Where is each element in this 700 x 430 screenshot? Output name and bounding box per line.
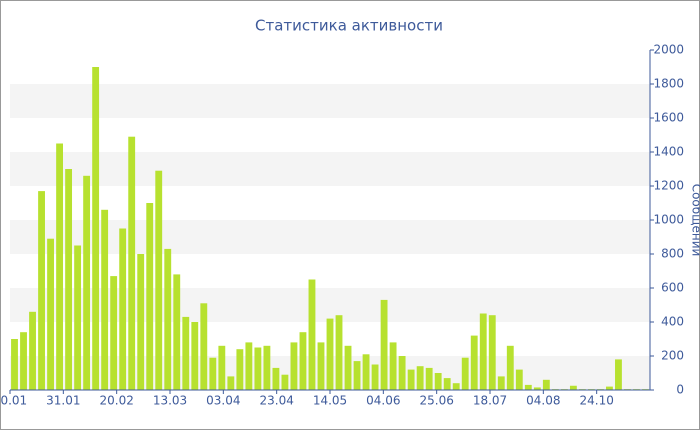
bar	[65, 169, 73, 390]
y-axis-label: Сообщений	[690, 184, 700, 257]
bar	[119, 228, 127, 390]
bar	[542, 379, 550, 390]
bar	[317, 342, 325, 390]
bar	[569, 385, 577, 390]
bar	[533, 387, 541, 390]
bar	[191, 322, 199, 390]
x-tick-label: 31.01	[46, 394, 80, 408]
bar	[497, 376, 505, 390]
y-tick-label: 1800	[653, 77, 684, 91]
bar	[470, 335, 478, 390]
bar	[353, 361, 361, 390]
bar	[200, 303, 208, 390]
x-tick-label: 10.01	[0, 394, 27, 408]
bar	[290, 342, 298, 390]
grid-band	[10, 220, 650, 254]
x-tick-label: 23.04	[259, 394, 293, 408]
y-tick-label: 1400	[653, 145, 684, 159]
bar	[47, 238, 54, 390]
bar	[245, 342, 253, 390]
bar	[407, 369, 415, 390]
bar	[155, 170, 163, 390]
x-tick-label: 03.04	[206, 394, 240, 408]
bar	[461, 357, 469, 390]
y-tick-label: 0	[676, 383, 684, 397]
bar	[344, 345, 352, 390]
bar	[83, 175, 91, 390]
bar	[74, 245, 82, 390]
bar	[272, 367, 280, 390]
bar	[20, 332, 27, 390]
grid-band	[10, 84, 650, 118]
bar	[615, 359, 622, 390]
bar	[101, 209, 109, 390]
y-tick-label: 2000	[653, 43, 684, 57]
x-tick-label: 18.07	[473, 394, 507, 408]
y-tick-label: 1600	[653, 111, 684, 125]
y-tick-label: 400	[661, 315, 684, 329]
bar	[371, 364, 379, 390]
bar	[326, 318, 334, 390]
bar	[281, 374, 289, 390]
grid-band	[10, 152, 650, 186]
bar	[182, 316, 190, 390]
bar	[443, 378, 451, 390]
bar	[389, 342, 397, 390]
chart-title: Статистика активности	[255, 17, 443, 35]
bar	[380, 299, 388, 390]
bar	[137, 254, 145, 390]
bar	[11, 339, 18, 390]
bar	[254, 347, 262, 390]
bar	[506, 345, 514, 390]
bar	[128, 136, 136, 390]
bar	[173, 274, 181, 390]
bar	[524, 384, 532, 390]
bar	[434, 373, 442, 390]
bar	[56, 143, 64, 390]
bar	[398, 356, 406, 390]
bar	[164, 248, 172, 390]
bar	[236, 349, 244, 390]
x-tick-label: 14.05	[313, 394, 347, 408]
bar	[479, 313, 487, 390]
x-tick-label: 24.10	[579, 394, 613, 408]
bar	[92, 67, 100, 390]
bar	[452, 383, 460, 390]
y-tick-label: 600	[661, 281, 684, 295]
bar	[218, 345, 226, 390]
bar	[606, 386, 613, 390]
y-tick-label: 200	[661, 349, 684, 363]
x-tick-label: 04.06	[366, 394, 400, 408]
bar	[299, 332, 307, 390]
bar	[209, 357, 217, 390]
bar	[488, 315, 496, 390]
bar	[110, 276, 118, 390]
bar	[425, 367, 433, 390]
bar	[416, 366, 424, 390]
x-tick-label: 20.02	[99, 394, 133, 408]
x-tick-label: 13.03	[153, 394, 187, 408]
y-tick-label: 1000	[653, 213, 684, 227]
bar	[38, 191, 45, 390]
x-tick-label: 04.08	[526, 394, 560, 408]
x-tick-label: 25.06	[419, 394, 453, 408]
y-tick-label: 1200	[653, 179, 684, 193]
bar	[29, 311, 36, 390]
y-tick-label: 800	[661, 247, 684, 261]
bar	[362, 354, 370, 390]
bar	[227, 376, 235, 390]
bar	[263, 345, 271, 390]
bar	[308, 279, 316, 390]
bar	[335, 315, 343, 390]
bar	[146, 203, 154, 390]
bar	[515, 369, 523, 390]
